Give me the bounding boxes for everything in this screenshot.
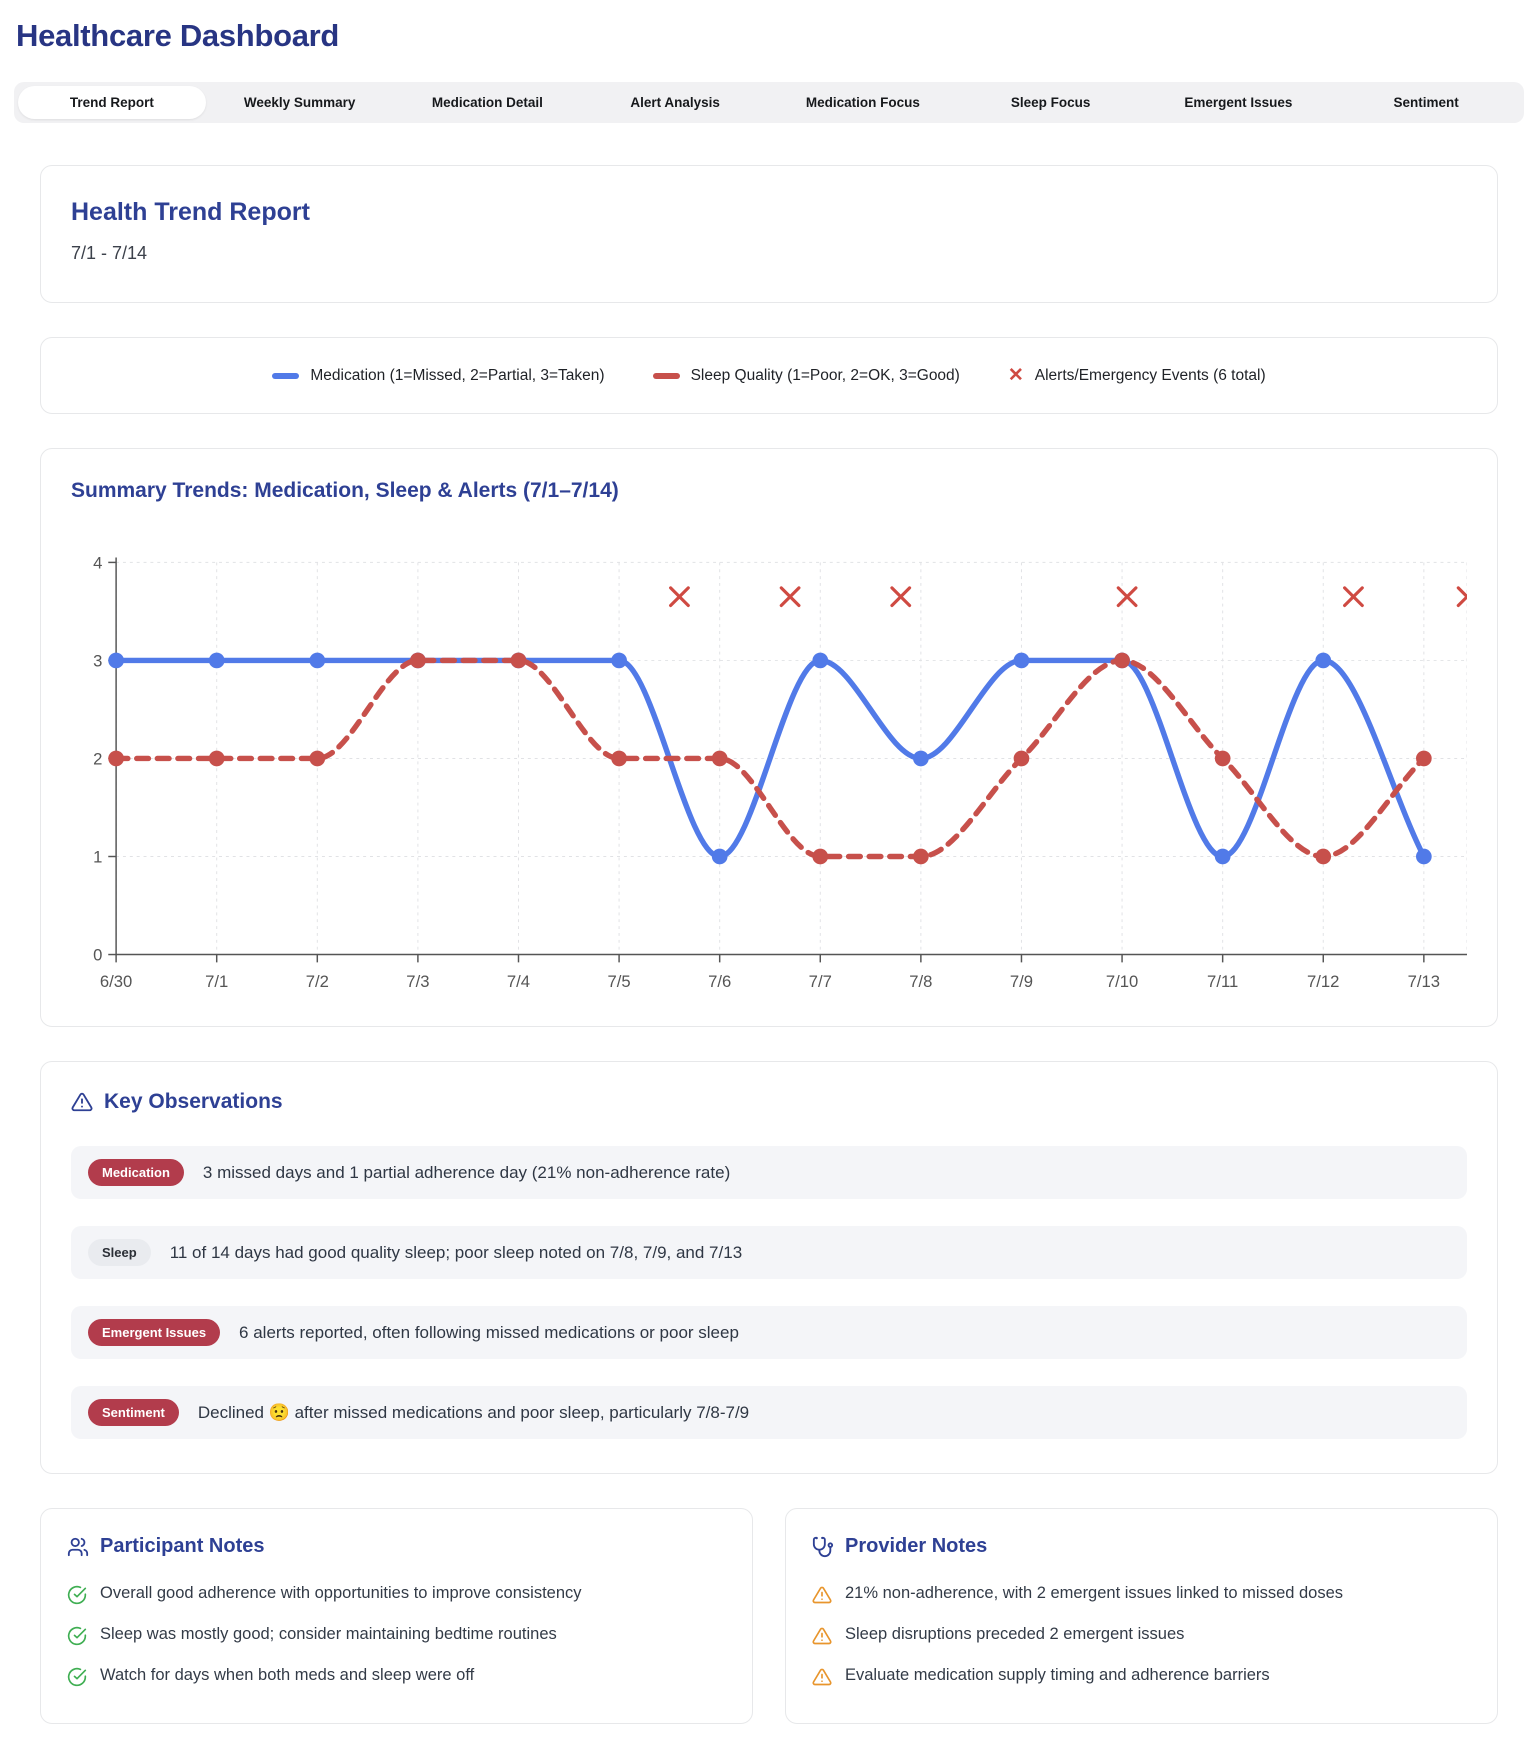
observation-badge: Sleep <box>88 1239 151 1267</box>
trend-chart: 0 1 2 3 4 6/30 7/1 7/2 7/3 7/4 7/5 7/6 7/7 7/8 7/9 7/10… <box>93 553 1467 991</box>
note-item: Sleep disruptions preceded 2 emergent is… <box>812 1625 1471 1646</box>
legend-item-0: Medication (1=Missed, 2=Partial, 3=Taken… <box>272 366 605 385</box>
alert-triangle-icon <box>71 1091 93 1113</box>
tab-sleep-focus[interactable]: Sleep Focus <box>1010 95 1091 110</box>
check-circle-icon <box>67 1626 87 1646</box>
observation-badge: Sentiment <box>88 1399 179 1427</box>
svg-text:7/9: 7/9 <box>1010 972 1033 991</box>
participant-notes-list: Overall good adherence with opportunitie… <box>67 1584 726 1687</box>
note-text: Sleep disruptions preceded 2 emergent is… <box>845 1625 1185 1644</box>
note-text: Sleep was mostly good; consider maintain… <box>100 1625 557 1644</box>
participant-notes-header: Participant Notes <box>67 1535 726 1558</box>
legend-line-swatch <box>652 372 680 379</box>
notes-row: Participant Notes Overall good adherence… <box>40 1508 1498 1725</box>
note-item: 21% non-adherence, with 2 emergent issue… <box>812 1584 1471 1605</box>
svg-text:3: 3 <box>93 651 102 670</box>
tab-emergent-issues[interactable]: Emergent Issues <box>1184 95 1293 110</box>
legend-label: Medication (1=Missed, 2=Partial, 3=Taken… <box>310 366 605 384</box>
note-item: Sleep was mostly good; consider maintain… <box>67 1625 726 1646</box>
legend-label: Sleep Quality (1=Poor, 2=OK, 3=Good) <box>690 366 960 384</box>
legend-line-swatch <box>272 372 300 379</box>
warning-triangle-icon <box>812 1626 832 1646</box>
note-item: Overall good adherence with opportunitie… <box>67 1584 726 1605</box>
observation-row-1: Sleep 11 of 14 days had good quality slee… <box>71 1226 1467 1280</box>
observations-list: Medication 3 missed days and 1 partial ad… <box>71 1146 1467 1440</box>
svg-text:7/13: 7/13 <box>1408 972 1440 991</box>
legend-item-2: ✕ Alerts/Emergency Events (6 total) <box>1008 366 1266 385</box>
svg-text:1: 1 <box>93 847 102 866</box>
observation-text: 3 missed days and 1 partial adherence da… <box>202 1162 731 1182</box>
tab-alert-analysis[interactable]: Alert Analysis <box>630 95 720 110</box>
svg-text:7/6: 7/6 <box>708 972 731 991</box>
warning-triangle-icon <box>812 1585 832 1605</box>
chart-card: Summary Trends: Medication, Sleep & Aler… <box>40 448 1498 1028</box>
participant-notes-card: Participant Notes Overall good adherence… <box>40 1508 753 1725</box>
tab-sentiment[interactable]: Sentiment <box>1393 95 1459 110</box>
note-item: Watch for days when both meds and sleep … <box>67 1666 726 1687</box>
chart-title: Summary Trends: Medication, Sleep & Aler… <box>71 479 619 502</box>
svg-text:4: 4 <box>93 553 102 572</box>
observation-badge: Emergent Issues <box>88 1319 221 1347</box>
provider-notes-list: 21% non-adherence, with 2 emergent issue… <box>812 1584 1471 1687</box>
tab-weekly-summary[interactable]: Weekly Summary <box>243 95 356 110</box>
svg-text:7/7: 7/7 <box>809 972 832 991</box>
note-text: Overall good adherence with opportunitie… <box>100 1584 582 1603</box>
svg-text:7/3: 7/3 <box>406 972 429 991</box>
tab-trend-report[interactable]: Trend Report <box>18 86 206 119</box>
note-text: Watch for days when both meds and sleep … <box>100 1666 475 1685</box>
participant-notes-title: Participant Notes <box>100 1535 265 1558</box>
stethoscope-icon <box>812 1536 834 1558</box>
svg-text:0: 0 <box>93 945 102 964</box>
observation-row-3: Sentiment Declined 😟 after missed medicat… <box>71 1386 1467 1440</box>
observation-row-2: Emergent Issues 6 alerts reported, often … <box>71 1306 1467 1360</box>
users-icon <box>67 1536 89 1558</box>
svg-text:7/12: 7/12 <box>1307 972 1339 991</box>
provider-notes-title: Provider Notes <box>845 1535 988 1558</box>
legend-card: Medication (1=Missed, 2=Partial, 3=Taken… <box>40 337 1498 414</box>
observation-text: 6 alerts reported, often following misse… <box>239 1322 739 1342</box>
warning-triangle-icon <box>812 1667 832 1687</box>
tab-medication-focus[interactable]: Medication Focus <box>805 95 920 110</box>
svg-text:7/5: 7/5 <box>608 972 631 991</box>
svg-text:7/4: 7/4 <box>507 972 530 991</box>
provider-notes-card: Provider Notes 21% non-adherence, with 2… <box>785 1508 1498 1725</box>
tab-medication-detail[interactable]: Medication Detail <box>431 95 543 110</box>
observation-text: Declined 😟 after missed medications and … <box>197 1402 750 1422</box>
svg-text:7/10: 7/10 <box>1106 972 1138 991</box>
observation-row-0: Medication 3 missed days and 1 partial ad… <box>71 1146 1467 1200</box>
key-observations-header: Key Observations <box>71 1090 1467 1114</box>
note-item: Evaluate medication supply timing and ad… <box>812 1666 1471 1687</box>
note-text: Evaluate medication supply timing and ad… <box>845 1666 1270 1685</box>
observation-badge: Medication <box>88 1159 184 1187</box>
key-observations-card: Key Observations Medication 3 missed days… <box>40 1061 1498 1475</box>
report-title: Health Trend Report <box>71 198 310 226</box>
svg-text:6/30: 6/30 <box>100 972 132 991</box>
page-title: Healthcare Dashboard <box>16 18 340 53</box>
check-circle-icon <box>67 1585 87 1605</box>
svg-text:7/8: 7/8 <box>909 972 932 991</box>
svg-text:7/1: 7/1 <box>205 972 228 991</box>
svg-text:7/11: 7/11 <box>1207 972 1238 991</box>
provider-notes-header: Provider Notes <box>812 1535 1471 1558</box>
tab-bar: Trend Report Weekly Summary Medication Det… <box>14 82 1524 123</box>
observation-text: 11 of 14 days had good quality sleep; po… <box>169 1242 743 1262</box>
key-observations-title: Key Observations <box>104 1090 283 1114</box>
svg-text:2: 2 <box>93 749 102 768</box>
legend-x-swatch: ✕ <box>1007 365 1024 386</box>
report-header-card: Health Trend Report 7/1 - 7/14 <box>40 165 1498 303</box>
note-text: 21% non-adherence, with 2 emergent issue… <box>845 1584 1344 1603</box>
svg-text:7/2: 7/2 <box>306 972 329 991</box>
report-date-range: 7/1 - 7/14 <box>71 243 148 263</box>
check-circle-icon <box>67 1667 87 1687</box>
legend-label: Alerts/Emergency Events (6 total) <box>1034 366 1266 384</box>
legend-item-1: Sleep Quality (1=Poor, 2=OK, 3=Good) <box>652 366 960 385</box>
